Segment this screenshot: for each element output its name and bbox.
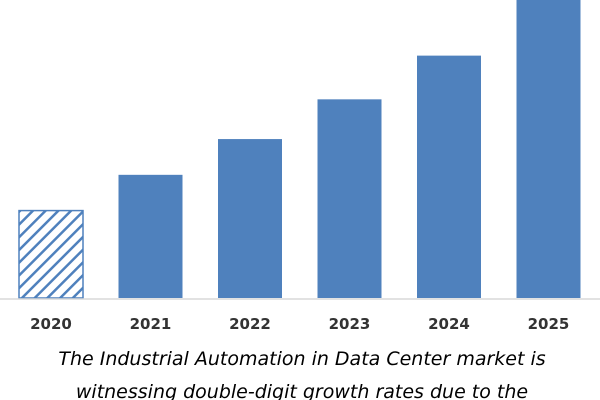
x-tick-label-2024: 2024: [428, 315, 470, 333]
caption-line-2: witnessing double-digit growth rates due…: [76, 381, 528, 400]
bar-2020: [18, 209, 84, 299]
x-tick-labels: 2020 2021 2022 2023 2024 2025: [30, 315, 569, 333]
x-tick-label-2020: 2020: [30, 315, 72, 333]
bar-2023: [317, 99, 382, 298]
bar-2022: [218, 139, 282, 298]
bars-group: [18, 0, 581, 299]
x-tick-label-2025: 2025: [528, 315, 570, 333]
bar-2021: [118, 174, 183, 298]
caption-line-1: The Industrial Automation in Data Center…: [58, 348, 545, 370]
x-tick-label-2021: 2021: [130, 315, 172, 333]
x-tick-label-2023: 2023: [329, 315, 371, 333]
x-tick-label-2022: 2022: [229, 315, 271, 333]
bar-2024: [417, 55, 481, 299]
bar-2025: [516, 0, 581, 298]
